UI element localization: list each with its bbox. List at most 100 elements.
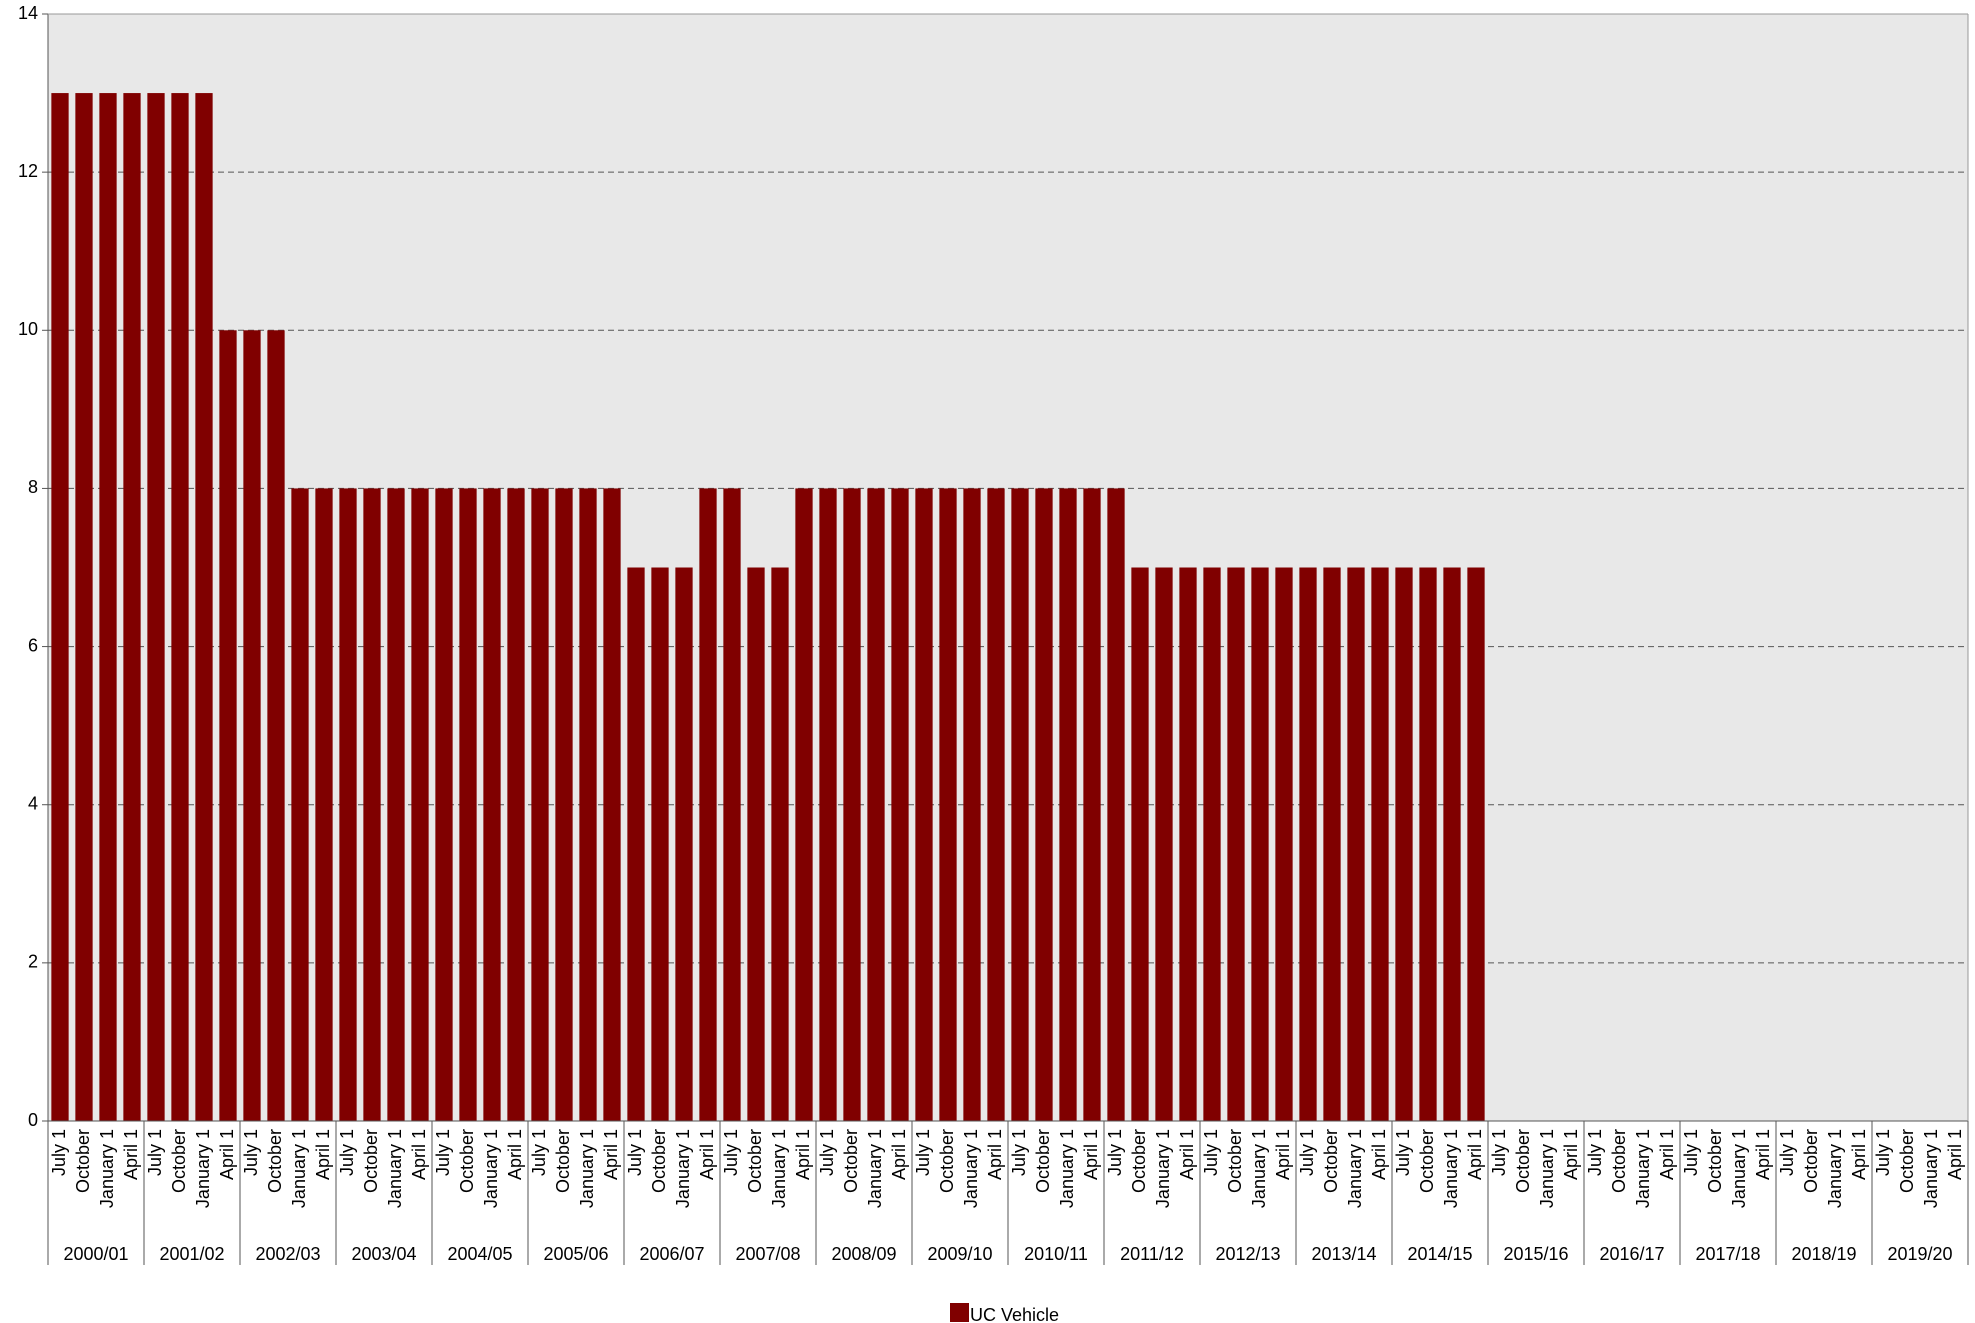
x-tick-label: April 1 xyxy=(889,1129,909,1180)
x-tick-label: January 1 xyxy=(193,1129,213,1208)
bar xyxy=(1395,567,1413,1121)
group-label: 2004/05 xyxy=(447,1244,512,1264)
bar xyxy=(1299,567,1317,1121)
bar xyxy=(627,567,645,1121)
bar xyxy=(1275,567,1293,1121)
bar xyxy=(819,488,837,1121)
y-tick-label: 2 xyxy=(28,952,38,972)
x-tick-label: October xyxy=(649,1129,669,1193)
bar xyxy=(915,488,933,1121)
x-tick-label: April 1 xyxy=(601,1129,621,1180)
x-tick-label: July 1 xyxy=(1297,1129,1317,1176)
y-tick-label: 14 xyxy=(18,3,38,23)
bar xyxy=(1035,488,1053,1121)
x-tick-label: January 1 xyxy=(1345,1129,1365,1208)
x-tick-label: January 1 xyxy=(97,1129,117,1208)
bar xyxy=(579,488,597,1121)
x-tick-label: April 1 xyxy=(505,1129,525,1180)
group-label: 2008/09 xyxy=(831,1244,896,1264)
x-tick-label: July 1 xyxy=(529,1129,549,1176)
x-tick-label: July 1 xyxy=(1489,1129,1509,1176)
legend-label: UC Vehicle xyxy=(970,1305,1059,1323)
y-tick-label: 4 xyxy=(28,793,38,813)
bar xyxy=(1203,567,1221,1121)
bar xyxy=(531,488,549,1121)
x-tick-label: January 1 xyxy=(385,1129,405,1208)
bar xyxy=(387,488,405,1121)
group-label: 2002/03 xyxy=(255,1244,320,1264)
x-tick-label: April 1 xyxy=(1369,1129,1389,1180)
bar xyxy=(1467,567,1485,1121)
x-tick-label: April 1 xyxy=(217,1129,237,1180)
group-label: 2013/14 xyxy=(1311,1244,1376,1264)
x-tick-label: April 1 xyxy=(1465,1129,1485,1180)
x-tick-label: October xyxy=(1801,1129,1821,1193)
bar xyxy=(939,488,957,1121)
group-label: 2009/10 xyxy=(927,1244,992,1264)
x-tick-label: October xyxy=(1705,1129,1725,1193)
x-tick-label: July 1 xyxy=(1009,1129,1029,1176)
group-label: 2014/15 xyxy=(1407,1244,1472,1264)
bar xyxy=(51,93,69,1122)
bar xyxy=(555,488,573,1121)
group-label: 2000/01 xyxy=(63,1244,128,1264)
group-label: 2012/13 xyxy=(1215,1244,1280,1264)
group-label: 2011/12 xyxy=(1120,1244,1184,1264)
bar xyxy=(867,488,885,1121)
x-tick-label: January 1 xyxy=(289,1129,309,1208)
x-tick-label: April 1 xyxy=(985,1129,1005,1180)
group-label: 2006/07 xyxy=(639,1244,704,1264)
x-tick-label: October xyxy=(169,1129,189,1193)
bar xyxy=(747,567,765,1121)
x-tick-label: January 1 xyxy=(1537,1129,1557,1208)
x-tick-label: January 1 xyxy=(1153,1129,1173,1208)
group-label: 2017/18 xyxy=(1695,1244,1760,1264)
x-tick-label: July 1 xyxy=(145,1129,165,1176)
group-label: 2018/19 xyxy=(1791,1244,1856,1264)
bar xyxy=(195,93,213,1122)
x-tick-label: October xyxy=(1033,1129,1053,1193)
x-tick-label: July 1 xyxy=(1681,1129,1701,1176)
x-tick-label: July 1 xyxy=(1585,1129,1605,1176)
x-tick-label: April 1 xyxy=(1657,1129,1677,1180)
x-tick-label: April 1 xyxy=(1273,1129,1293,1180)
x-tick-label: July 1 xyxy=(625,1129,645,1176)
x-tick-label: July 1 xyxy=(913,1129,933,1176)
x-tick-label: October xyxy=(1129,1129,1149,1193)
x-tick-label: October xyxy=(73,1129,93,1193)
group-label: 2010/11 xyxy=(1024,1244,1088,1264)
bar xyxy=(507,488,525,1121)
x-tick-label: April 1 xyxy=(793,1129,813,1180)
x-tick-label: July 1 xyxy=(1393,1129,1413,1176)
x-tick-label: January 1 xyxy=(1057,1129,1077,1208)
bar xyxy=(723,488,741,1121)
bar xyxy=(435,488,453,1121)
bar xyxy=(1323,567,1341,1121)
bar xyxy=(1227,567,1245,1121)
x-tick-label: April 1 xyxy=(1561,1129,1581,1180)
x-tick-label: April 1 xyxy=(697,1129,717,1180)
bar xyxy=(315,488,333,1121)
group-label: 2015/16 xyxy=(1503,1244,1568,1264)
x-tick-label: January 1 xyxy=(481,1129,501,1208)
y-tick-label: 6 xyxy=(28,635,38,655)
bar xyxy=(171,93,189,1122)
y-tick-label: 10 xyxy=(18,319,38,339)
x-tick-label: April 1 xyxy=(1177,1129,1197,1180)
x-tick-label: April 1 xyxy=(313,1129,333,1180)
x-tick-label: July 1 xyxy=(337,1129,357,1176)
bar xyxy=(267,330,285,1121)
bar xyxy=(795,488,813,1121)
x-tick-label: October xyxy=(553,1129,573,1193)
bar xyxy=(1347,567,1365,1121)
bar xyxy=(1155,567,1173,1121)
x-tick-label: October xyxy=(1513,1129,1533,1193)
plot-area xyxy=(48,14,1968,1121)
x-tick-label: October xyxy=(1897,1129,1917,1193)
bar xyxy=(147,93,165,1122)
x-tick-label: January 1 xyxy=(769,1129,789,1208)
bar xyxy=(843,488,861,1121)
x-tick-label: April 1 xyxy=(1945,1129,1965,1180)
bar xyxy=(1179,567,1197,1121)
bar xyxy=(1443,567,1461,1121)
